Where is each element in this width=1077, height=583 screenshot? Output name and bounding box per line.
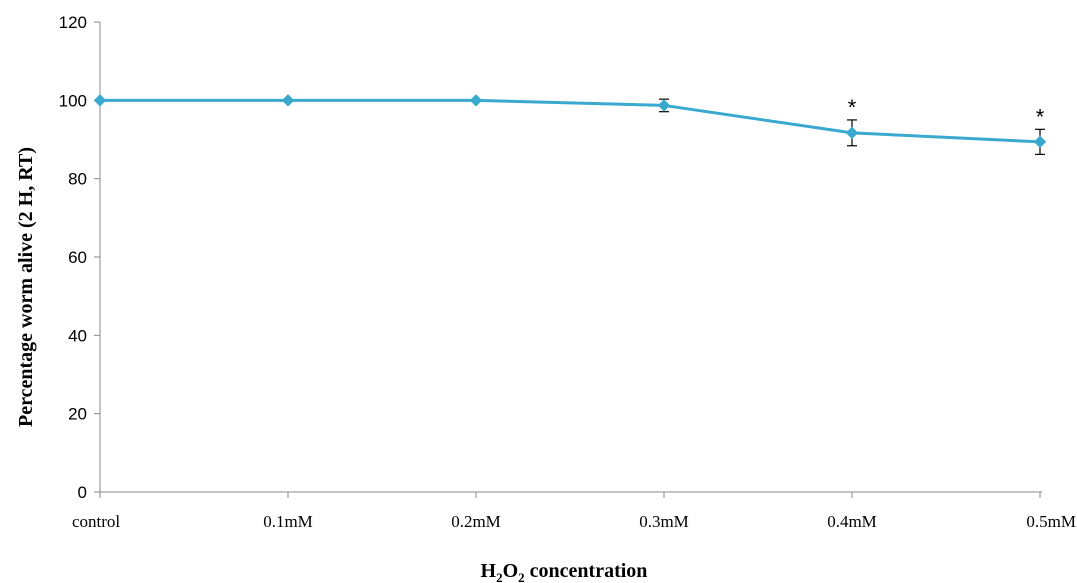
data-point xyxy=(845,126,859,140)
x-axis-title-part: O xyxy=(503,560,519,582)
y-tick-label: 100 xyxy=(59,91,87,110)
x-tick-label: 0.2mM xyxy=(451,512,501,531)
x-axis: control 0.1mM 0.2mM 0.3mM 0.4mM 0.5mM xyxy=(72,491,1076,531)
series-layer xyxy=(93,94,1047,155)
significance-marker: * xyxy=(1036,104,1045,129)
x-axis-title-subscript: 2 xyxy=(496,570,503,583)
series-line xyxy=(100,98,1041,144)
x-axis-title-part: H xyxy=(481,560,497,582)
y-tick-label: 120 xyxy=(59,13,87,32)
y-tick-label: 60 xyxy=(68,248,87,267)
y-tick-label: 80 xyxy=(68,170,87,189)
data-point xyxy=(281,94,295,107)
x-axis-title-part: concentration xyxy=(525,560,648,582)
x-tick-label: 0.1mM xyxy=(263,512,313,531)
y-tick-label: 0 xyxy=(78,483,87,502)
y-axis: 0 20 40 60 80 100 120 xyxy=(59,13,101,502)
x-tick-label: 0.5mM xyxy=(1026,512,1076,531)
y-axis-title: Percentage worm alive (2 H, RT) xyxy=(15,147,37,427)
y-tick-label: 40 xyxy=(68,326,87,345)
data-point xyxy=(469,94,483,107)
x-tick-label: 0.3mM xyxy=(639,512,689,531)
data-point xyxy=(1033,135,1047,149)
x-tick-label: 0.4mM xyxy=(827,512,877,531)
x-tick-label: control xyxy=(72,512,120,531)
y-tick-label: 20 xyxy=(68,405,87,424)
data-point xyxy=(657,99,671,112)
significance-marker: * xyxy=(848,95,857,120)
annotation-layer: * * xyxy=(848,95,1045,129)
x-axis-title-subscript: 2 xyxy=(518,570,525,583)
x-axis-title: H2O2 concentration xyxy=(481,560,648,583)
data-point xyxy=(93,94,107,107)
